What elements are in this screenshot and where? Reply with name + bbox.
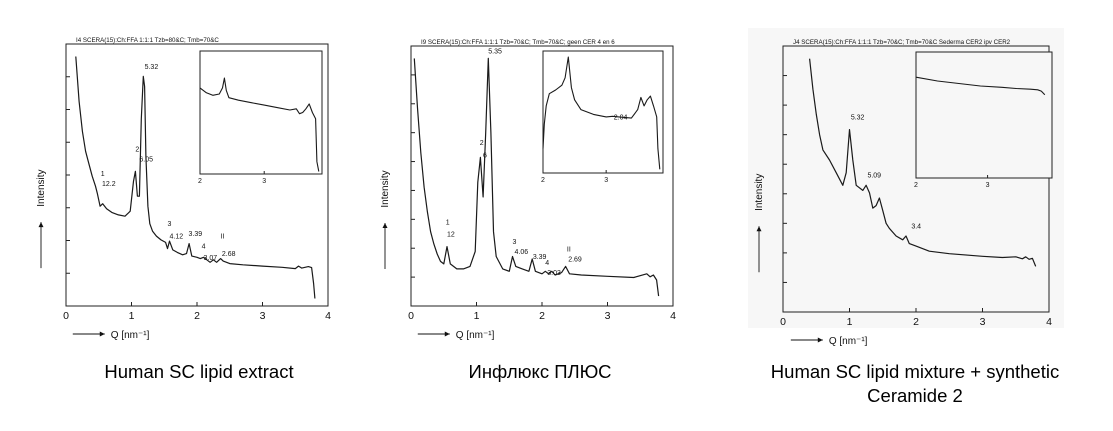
y-axis-arrowhead xyxy=(382,223,388,228)
x-tick-label: 0 xyxy=(408,310,414,322)
x-axis-arrowhead xyxy=(817,337,823,343)
data-label: 3.03 xyxy=(547,270,561,277)
x-axis-arrowhead xyxy=(99,331,105,337)
x-tick-label: 1 xyxy=(129,310,135,322)
data-label: 3.07 xyxy=(204,255,218,262)
data-label: 12.2 xyxy=(102,181,116,188)
data-label: 1 xyxy=(101,171,105,178)
data-label: 3.4 xyxy=(911,223,921,230)
series-line xyxy=(75,56,316,299)
y-axis-arrowhead xyxy=(38,222,44,228)
y-axis-arrowhead xyxy=(756,226,762,232)
inset-data-label: 2.04 xyxy=(614,114,628,121)
caption-human-sc-extract: Human SC lipid extract xyxy=(104,361,294,382)
x-tick-label: 4 xyxy=(325,310,331,322)
data-label: 1 xyxy=(446,219,450,226)
data-label: 3 xyxy=(168,221,172,228)
x-tick-label: 0 xyxy=(780,316,786,328)
x-tick-label: 2 xyxy=(913,316,919,328)
x-tick-label: 2 xyxy=(194,310,200,322)
data-label: 3.39 xyxy=(533,254,547,261)
inset-x-tick-label: 2 xyxy=(914,182,918,189)
data-label: 5.09 xyxy=(867,173,881,180)
x-axis-label: Q [nm⁻¹] xyxy=(829,336,868,347)
data-label: II xyxy=(567,247,571,254)
inset-series-line xyxy=(199,77,320,172)
data-label: 12 xyxy=(447,232,455,239)
inset-x-tick-label: 3 xyxy=(604,177,608,184)
inset-series-line xyxy=(542,56,661,170)
y-axis-label: Intensity xyxy=(36,169,47,206)
y-axis-label: Intensity xyxy=(754,174,765,211)
chart-title: J4 SCERA(15):Ch:FFA 1:1:1 Tzb=70&C; Tmb=… xyxy=(793,39,1011,46)
caption-synthetic-ceramide: Human SC lipid mixture + synthetic Ceram… xyxy=(770,361,1060,406)
data-label: 6 xyxy=(483,152,487,159)
series-line xyxy=(809,58,1037,267)
data-label: 4 xyxy=(202,244,206,251)
chart-svg: J4 SCERA(15):Ch:FFA 1:1:1 Tzb=70&C; Tmb=… xyxy=(748,28,1064,347)
inset-frame xyxy=(542,50,664,174)
chart-svg: I9 SCERA(15):Ch:FFA 1:1:1 Tzb=70&C; Tmb=… xyxy=(380,39,676,341)
x-tick-label: 3 xyxy=(260,310,266,322)
y-axis-label: Intensity xyxy=(380,170,391,207)
chart-svg: I4 SCERA(15):Ch:FFA 1:1:1 Tzb=80&C; Tmb=… xyxy=(36,37,331,341)
inset-x-tick-label: 3 xyxy=(986,182,990,189)
inset-x-tick-label: 2 xyxy=(198,178,202,185)
x-tick-label: 1 xyxy=(847,316,853,328)
data-label: 4 xyxy=(545,260,549,267)
data-label: 5.32 xyxy=(145,64,159,71)
data-label: 2.69 xyxy=(568,256,582,263)
x-tick-label: 1 xyxy=(474,310,480,322)
x-axis-label: Q [nm⁻¹] xyxy=(456,330,495,341)
x-tick-label: 4 xyxy=(670,310,676,322)
inset-series-line xyxy=(915,76,1046,96)
caption-influx-plus: Инфлюкс ПЛЮС xyxy=(468,361,612,382)
x-tick-label: 4 xyxy=(1046,316,1052,328)
data-label: 2 xyxy=(480,140,484,147)
x-axis-arrowhead xyxy=(444,331,450,337)
chart-panel-influx-plus: I9 SCERA(15):Ch:FFA 1:1:1 Tzb=70&C; Tmb=… xyxy=(378,28,690,354)
data-label: 4.12 xyxy=(169,234,183,241)
data-label: 4.06 xyxy=(514,249,528,256)
data-label: 3.39 xyxy=(188,231,202,238)
chart-title: I9 SCERA(15):Ch:FFA 1:1:1 Tzb=70&C; Tmb=… xyxy=(421,39,615,46)
series-line xyxy=(413,57,660,297)
data-label: 5.35 xyxy=(488,48,502,55)
chart-panel-synthetic-ceramide: J4 SCERA(15):Ch:FFA 1:1:1 Tzb=70&C; Tmb=… xyxy=(748,28,1064,354)
x-tick-label: 0 xyxy=(63,310,69,322)
x-tick-label: 3 xyxy=(980,316,986,328)
chart-panel-human-sc-extract: I4 SCERA(15):Ch:FFA 1:1:1 Tzb=80&C; Tmb=… xyxy=(34,28,344,354)
inset-frame xyxy=(915,51,1053,179)
x-tick-label: 3 xyxy=(605,310,611,322)
data-label: 5.32 xyxy=(851,114,865,121)
chart-title: I4 SCERA(15):Ch:FFA 1:1:1 Tzb=80&C; Tmb=… xyxy=(76,37,219,44)
x-axis-label: Q [nm⁻¹] xyxy=(111,330,150,341)
inset-frame xyxy=(199,50,323,175)
inset-x-tick-label: 2 xyxy=(541,177,545,184)
inset-x-tick-label: 3 xyxy=(262,178,266,185)
data-label: 2.68 xyxy=(222,251,236,258)
data-label: II xyxy=(221,234,225,241)
data-label: 2 xyxy=(135,146,139,153)
data-label: 3 xyxy=(513,239,517,246)
x-tick-label: 2 xyxy=(539,310,545,322)
data-label: 6.05 xyxy=(139,156,153,163)
